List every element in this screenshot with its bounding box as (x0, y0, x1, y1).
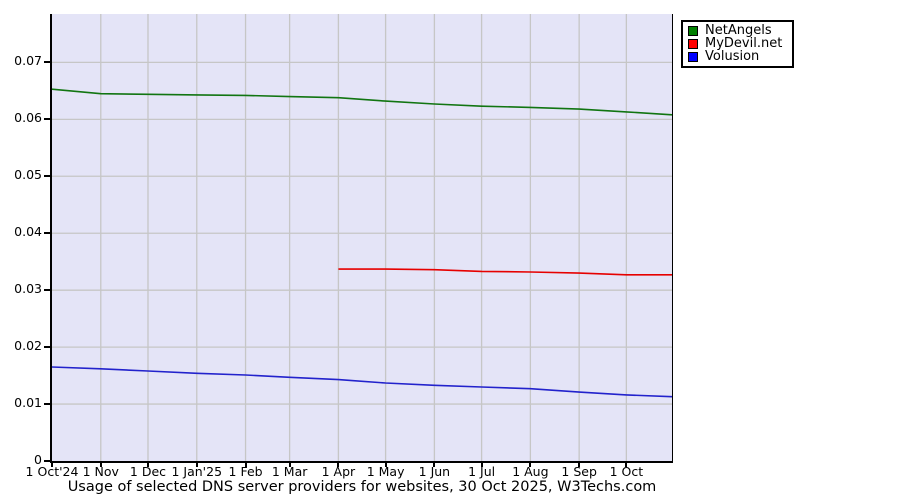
plot-area (52, 14, 672, 461)
series-line-volusion (52, 366, 672, 398)
x-axis-tick-mark (625, 463, 628, 467)
y-axis-tick-mark (44, 289, 50, 292)
x-axis-tick-mark (337, 463, 340, 467)
plot-canvas (52, 14, 672, 461)
x-axis-tick-label: 1 Mar (271, 464, 308, 479)
x-axis-tick-mark (195, 463, 198, 467)
legend-row: Volusion (688, 49, 782, 64)
x-axis-tick-mark (244, 463, 247, 467)
x-axis-tick-mark (384, 463, 387, 467)
x-axis-tick-mark (480, 463, 483, 467)
x-axis-tick-label: 1 Nov (82, 464, 119, 479)
legend-label: MyDevil.net (705, 36, 783, 51)
x-axis-tick-label: 1 Feb (228, 464, 263, 479)
chart-title: Usage of selected DNS server providers f… (67, 479, 657, 495)
y-axis-tick-label: 0.06 (14, 110, 42, 126)
y-axis-tick-label: 0.04 (14, 224, 42, 240)
y-axis-tick-label: 0.01 (14, 395, 42, 411)
x-axis-line (50, 461, 673, 463)
x-axis-tick-label: 1 Jul (468, 464, 496, 479)
y-axis-tick-label: 0 (34, 452, 42, 467)
y-axis-tick-label: 0.02 (14, 338, 42, 354)
legend-swatch-icon (688, 26, 698, 36)
x-axis-tick-label: 1 Oct'24 (25, 464, 79, 479)
y-axis-tick-mark (44, 118, 50, 121)
x-axis-tick-mark (51, 463, 53, 467)
x-axis-tick-mark (578, 463, 581, 467)
x-axis-tick-mark (529, 463, 532, 467)
legend: NetAngels MyDevil.net Volusion (681, 20, 795, 68)
x-axis-tick-label: 1 Apr (321, 464, 356, 479)
y-axis-tick-label: 0.05 (14, 167, 42, 183)
y-axis-tick-mark (44, 460, 50, 462)
x-axis-tick-label: 1 Oct (609, 464, 644, 479)
series-line-mydevil-net (338, 268, 672, 276)
x-axis-tick-mark (433, 463, 436, 467)
y-axis-line (50, 14, 52, 463)
plot-background (52, 14, 672, 461)
y-axis-tick-mark (44, 61, 50, 64)
legend-swatch-icon (688, 52, 698, 62)
x-axis-tick-label: 1 Aug (512, 464, 549, 479)
series-line-netangels (52, 88, 672, 116)
legend-swatch-icon (688, 39, 698, 49)
plot-right-border (672, 14, 673, 461)
x-axis-tick-label: 1 Sep (561, 464, 597, 479)
x-axis-tick-mark (146, 463, 149, 467)
x-axis-tick-mark (288, 463, 291, 467)
y-axis-tick-label: 0.03 (14, 281, 42, 297)
y-axis-tick-label: 0.07 (14, 53, 42, 69)
legend-row: NetAngels (688, 23, 782, 38)
y-axis-tick-mark (44, 346, 50, 349)
legend-row: MyDevil.net (688, 36, 783, 51)
x-axis-tick-mark (99, 463, 102, 467)
y-axis-tick-mark (44, 232, 50, 235)
x-axis-tick-label: 1 Jan'25 (171, 464, 223, 479)
x-axis-tick-label: 1 Jun (418, 464, 451, 479)
x-axis-tick-label: 1 Dec (129, 464, 167, 479)
legend-label: NetAngels (705, 23, 772, 38)
y-axis-tick-mark (44, 175, 50, 178)
legend-label: Volusion (705, 49, 760, 64)
y-axis-tick-mark (44, 403, 50, 406)
x-axis-tick-label: 1 May (366, 464, 405, 479)
